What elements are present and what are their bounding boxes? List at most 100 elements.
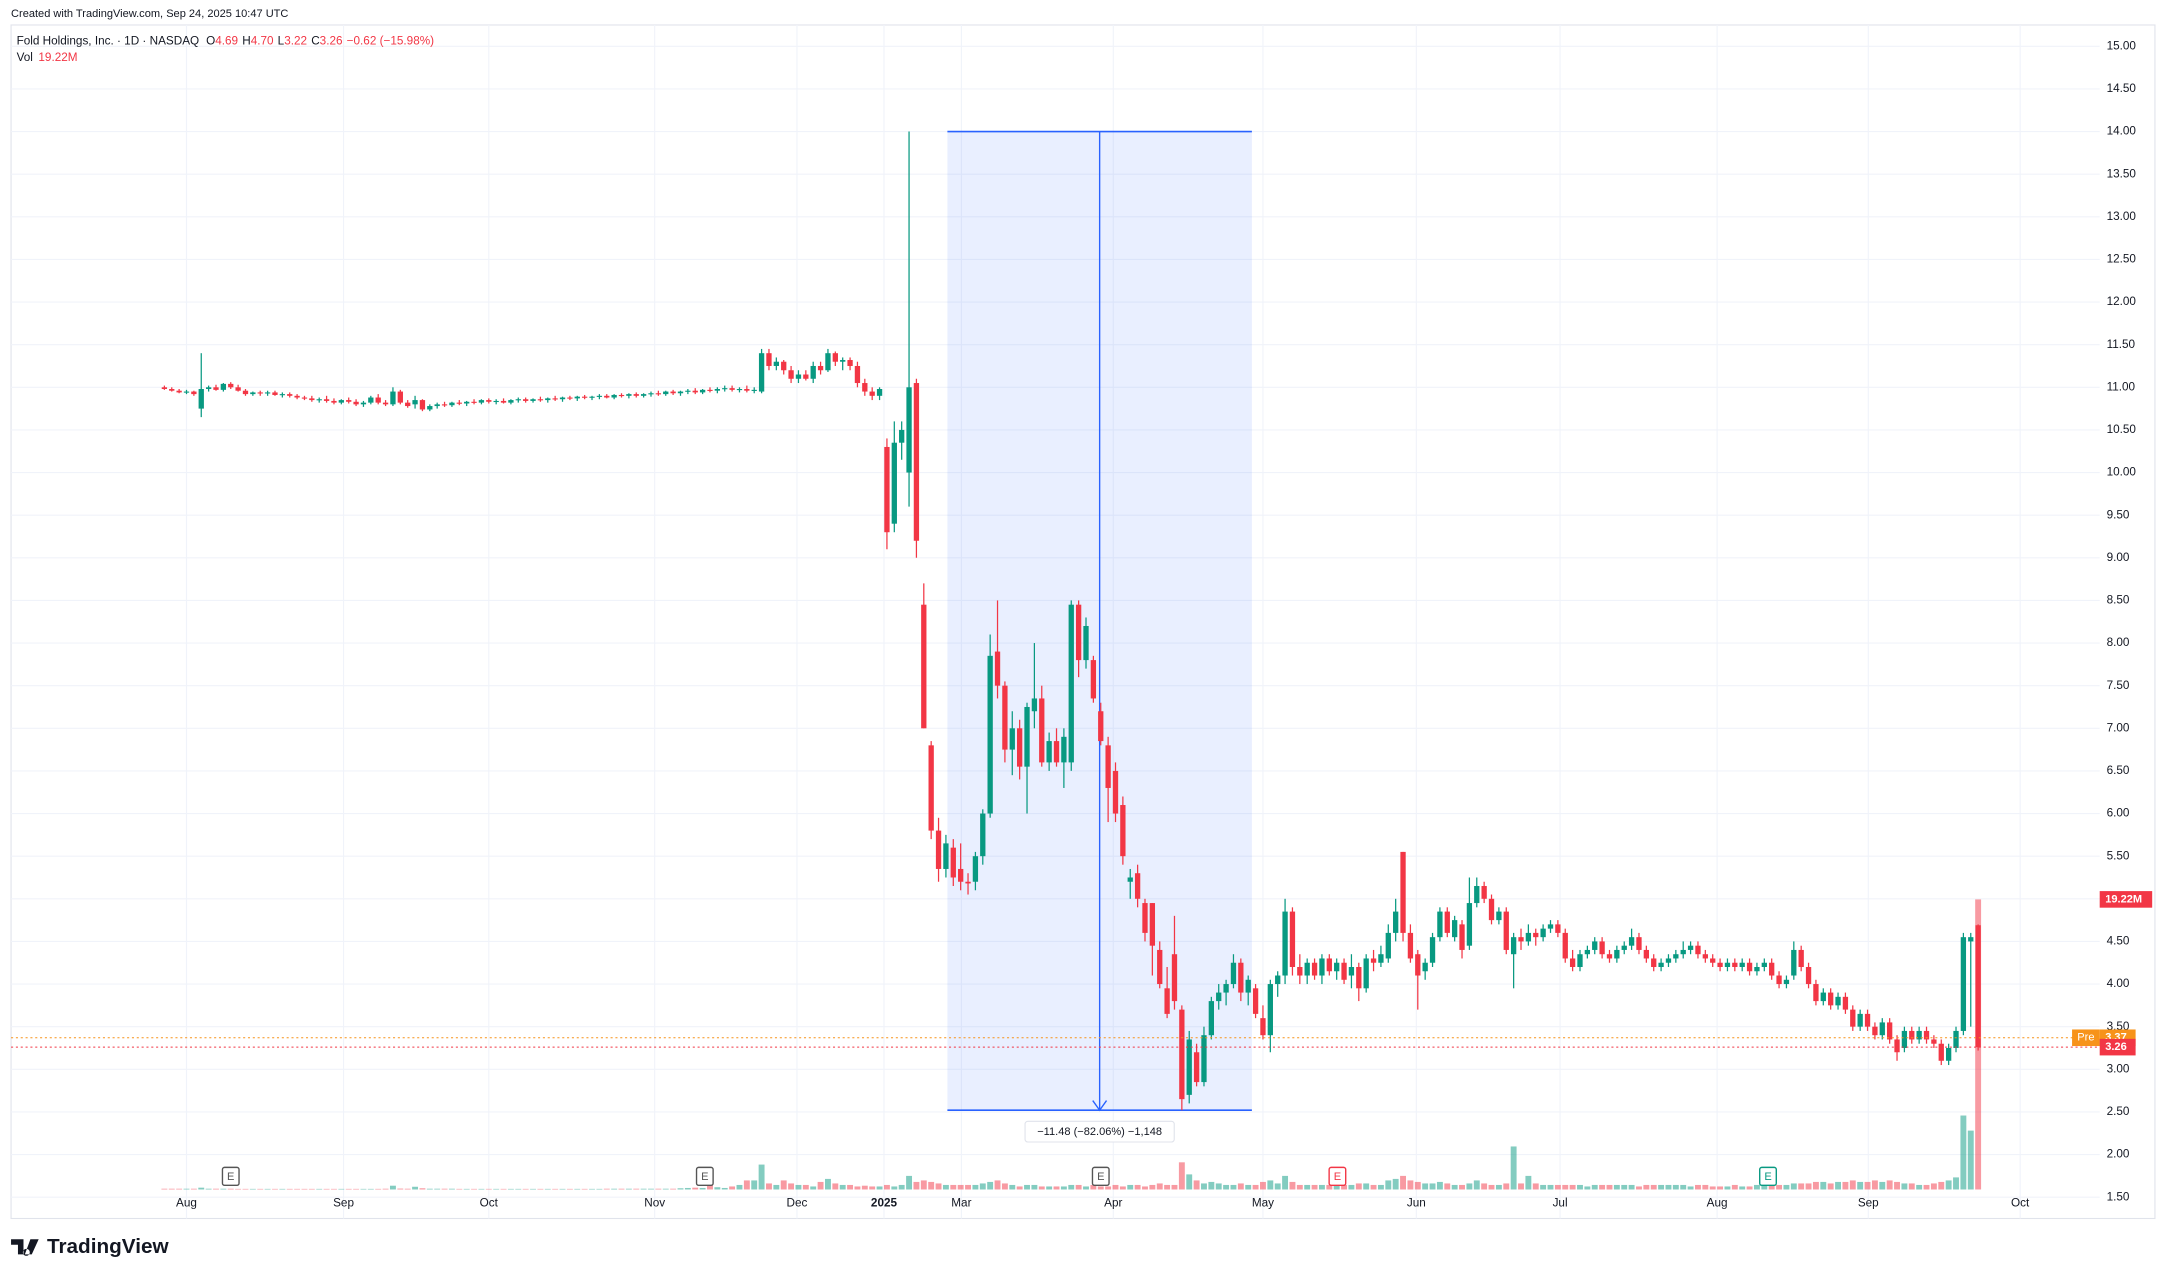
- candle-body: [1651, 958, 1657, 967]
- symbol-legend: Fold Holdings, Inc. · 1D · NASDAQ O4.69 H4…: [17, 35, 435, 48]
- candle-body: [198, 388, 204, 409]
- x-tick-label: 2025: [871, 1196, 898, 1209]
- volume-bar: [1842, 1181, 1849, 1190]
- volume-bar: [1009, 1184, 1016, 1190]
- candle-body: [176, 390, 182, 393]
- pre-tag-name: Pre: [2077, 1032, 2094, 1044]
- volume-bar: [596, 1188, 603, 1190]
- volume-bar: [773, 1184, 780, 1190]
- candle-body: [1311, 962, 1318, 976]
- candle-body: [1356, 966, 1362, 989]
- volume-bar: [1827, 1183, 1834, 1190]
- candle-body: [1090, 660, 1097, 699]
- volume-bar: [692, 1187, 699, 1190]
- candle-body: [1746, 962, 1753, 972]
- candle-body: [1584, 949, 1591, 955]
- volume-bar: [1606, 1184, 1613, 1190]
- candle-body: [1540, 928, 1546, 938]
- candle-body: [1282, 911, 1288, 976]
- y-tick-label: 15.00: [2107, 39, 2137, 52]
- candle-body: [1695, 945, 1701, 955]
- volume-bar: [1400, 1175, 1406, 1190]
- measure-label-box: [1024, 1120, 1175, 1143]
- volume-bar: [1945, 1180, 1952, 1190]
- candle-body: [943, 843, 949, 869]
- volume-bar: [898, 1184, 905, 1190]
- candle-body: [965, 881, 971, 884]
- candle-body: [795, 374, 802, 379]
- volume-bar: [1016, 1186, 1023, 1190]
- candle-body: [1068, 604, 1074, 763]
- y-tick-label: 14.50: [2107, 82, 2137, 95]
- volume-bar: [353, 1188, 360, 1190]
- volume-name: Vol: [17, 51, 33, 64]
- candle-body: [626, 394, 632, 396]
- volume-bar: [1282, 1175, 1289, 1190]
- volume-bar: [1156, 1183, 1163, 1190]
- volume-bar: [1215, 1183, 1222, 1190]
- volume-bar: [190, 1188, 197, 1190]
- candle-body: [1518, 937, 1524, 942]
- candle-body: [1326, 958, 1332, 972]
- candle-body: [773, 361, 779, 366]
- candle-body: [766, 353, 772, 366]
- volume-bar: [1304, 1184, 1311, 1190]
- volume-bar: [1776, 1184, 1783, 1190]
- event-label: E: [1764, 1171, 1771, 1183]
- event-marker: [1759, 1166, 1777, 1187]
- candle-body: [1002, 685, 1008, 750]
- candle-body: [1024, 706, 1030, 767]
- volume-bar: [1075, 1184, 1082, 1190]
- volume-bar: [1341, 1184, 1348, 1190]
- candle-body: [1606, 954, 1613, 959]
- volume-bar: [301, 1188, 308, 1190]
- volume-bar: [714, 1187, 721, 1190]
- candle-body: [471, 401, 477, 403]
- candle-body: [1105, 745, 1111, 788]
- volume-bar: [471, 1188, 477, 1190]
- volume-bar: [1097, 1186, 1104, 1190]
- volume-bar: [1090, 1184, 1097, 1190]
- volume-bar: [662, 1188, 669, 1190]
- candle-body: [891, 442, 897, 524]
- x-tick-label: Sep: [1858, 1196, 1879, 1209]
- candle-body: [1451, 920, 1458, 938]
- volume-bar: [1473, 1180, 1480, 1190]
- volume-bar: [788, 1183, 795, 1190]
- candle-body: [1791, 949, 1797, 976]
- volume-bar: [1186, 1174, 1193, 1190]
- volume-bar: [485, 1188, 492, 1190]
- candle-body: [250, 392, 256, 395]
- candle-body: [1157, 949, 1163, 985]
- y-tick-label: 9.50: [2107, 508, 2130, 521]
- volume-bar: [1503, 1183, 1510, 1190]
- candle-body: [397, 391, 403, 403]
- volume-bar: [707, 1184, 713, 1190]
- volume-bar: [1680, 1184, 1687, 1190]
- candle-body: [1864, 1013, 1871, 1027]
- volume-bar: [1046, 1186, 1053, 1190]
- candle-body: [1400, 851, 1406, 933]
- candle-body: [1887, 1022, 1893, 1040]
- candle-body: [309, 398, 315, 401]
- candle-body: [589, 396, 595, 398]
- volume-bar: [648, 1188, 654, 1190]
- event-label: E: [701, 1171, 708, 1183]
- volume-bar: [979, 1183, 986, 1190]
- volume-bar: [1569, 1184, 1576, 1190]
- volume-bar: [1171, 1184, 1178, 1190]
- volume-bar: [1879, 1181, 1886, 1190]
- candle-body: [1238, 962, 1244, 993]
- candle-body: [1422, 962, 1428, 972]
- volume-bar: [1260, 1181, 1266, 1190]
- volume-bar: [913, 1181, 920, 1190]
- volume-bar: [1665, 1184, 1672, 1190]
- volume-bar: [1311, 1184, 1318, 1190]
- candle-body: [810, 365, 816, 379]
- candle-body: [191, 391, 197, 395]
- y-tick-label: 10.00: [2107, 466, 2137, 479]
- volume-bar: [198, 1187, 205, 1190]
- legend-value: 4.70: [251, 35, 274, 48]
- candle-body: [1127, 877, 1133, 882]
- candle-body: [648, 393, 654, 395]
